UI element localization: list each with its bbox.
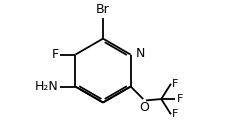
Text: F: F bbox=[172, 109, 179, 119]
Text: Br: Br bbox=[96, 3, 110, 16]
Text: H₂N: H₂N bbox=[35, 80, 59, 93]
Text: F: F bbox=[52, 48, 59, 61]
Text: N: N bbox=[136, 47, 145, 60]
Text: F: F bbox=[177, 94, 183, 104]
Text: O: O bbox=[139, 101, 149, 114]
Text: F: F bbox=[172, 79, 179, 89]
